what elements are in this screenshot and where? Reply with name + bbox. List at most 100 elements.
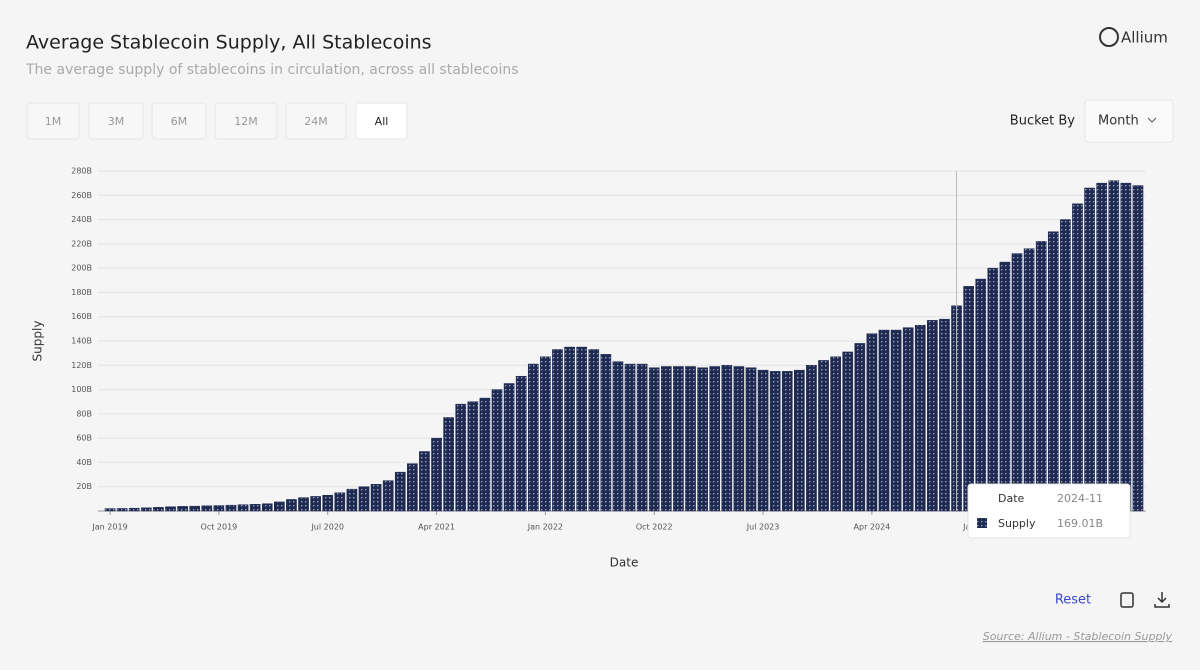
y-tick-label: 100B (71, 385, 92, 394)
bar (1011, 253, 1023, 512)
bar (818, 360, 829, 512)
bar (515, 375, 527, 512)
bar (564, 346, 575, 512)
tooltip-swatch (977, 518, 987, 528)
bar (830, 356, 841, 512)
bar (104, 508, 116, 512)
range-label[interactable]: 12M (234, 115, 258, 128)
y-tick-label: 280B (71, 167, 92, 176)
download-icon[interactable] (1154, 592, 1170, 608)
range-button[interactable] (214, 102, 278, 140)
range-label[interactable]: 6M (171, 115, 188, 128)
bar (600, 354, 612, 512)
bar (346, 488, 358, 512)
y-tick-label: 80B (76, 409, 92, 418)
bar (116, 508, 128, 512)
range-button[interactable] (285, 102, 347, 140)
bar (540, 356, 551, 512)
bar (201, 505, 213, 512)
bar (660, 366, 672, 512)
y-axis-label: Supply (31, 321, 45, 362)
reset-button[interactable]: Reset (1055, 593, 1091, 608)
bar (128, 507, 140, 512)
bar (213, 505, 225, 512)
bar (479, 397, 491, 512)
bar (189, 505, 201, 512)
range-button[interactable] (151, 102, 207, 140)
range-label[interactable]: 24M (304, 115, 328, 128)
bar (999, 261, 1011, 512)
bar (1047, 231, 1059, 512)
title: Average Stablecoin Supply, All Stablecoi… (26, 32, 432, 54)
y-tick-label: 180B (71, 288, 92, 297)
bar (1084, 187, 1095, 512)
range-button[interactable] (355, 102, 408, 140)
range-button[interactable] (88, 102, 144, 140)
bar (552, 349, 563, 512)
bar (237, 504, 249, 512)
bar (878, 329, 890, 512)
bar (527, 363, 539, 512)
bar (721, 365, 733, 512)
bar (455, 403, 467, 512)
y-tick-label: 240B (71, 215, 92, 224)
bar (806, 365, 817, 512)
brand-logo (1099, 27, 1119, 47)
bar (358, 486, 370, 512)
bar (1108, 180, 1120, 512)
bar (310, 496, 321, 512)
bar (322, 494, 334, 512)
bar (1035, 241, 1047, 512)
bar (709, 366, 721, 512)
bar (987, 267, 999, 512)
x-tick-label: Jan 2022 (527, 523, 563, 532)
bar (673, 366, 684, 512)
bar (914, 324, 926, 512)
bar (697, 367, 708, 512)
x-tick-label: Apr 2024 (854, 523, 891, 532)
tooltip-date-label: Date (998, 492, 1025, 505)
chevron (1147, 117, 1157, 123)
x-tick-label: Apr 2021 (418, 523, 455, 532)
bar (491, 389, 503, 512)
bar (249, 504, 261, 512)
bar (1060, 219, 1071, 512)
bar (153, 507, 164, 512)
range-label[interactable]: All (375, 115, 389, 128)
bar (286, 499, 297, 512)
tooltip-series: Supply (998, 517, 1036, 530)
bar (794, 369, 805, 512)
tooltip-date: 2024-11 (1057, 492, 1103, 505)
range-button[interactable] (26, 102, 80, 140)
bucket-value[interactable]: Month (1098, 114, 1139, 129)
bucket-label: Bucket By (1010, 114, 1076, 129)
subtitle: The average supply of stablecoins in cir… (25, 62, 519, 78)
bar (467, 401, 479, 512)
bucket-select[interactable] (1084, 99, 1174, 143)
bar (443, 417, 454, 512)
y-tick-label: 260B (71, 191, 92, 200)
bar (769, 371, 781, 512)
tooltip (967, 483, 1131, 539)
bar (225, 504, 237, 512)
bar (431, 437, 442, 512)
bar (902, 327, 914, 512)
bar (177, 506, 188, 512)
bar (842, 351, 854, 512)
bar (503, 383, 515, 512)
bar (975, 278, 987, 512)
copy-icon[interactable] (1120, 592, 1134, 608)
tooltip-value: 169.01B (1057, 517, 1103, 530)
bar (890, 329, 902, 512)
bar (685, 366, 696, 512)
range-label[interactable]: 1M (45, 115, 62, 128)
bar (394, 471, 406, 512)
x-tick-label: Jul 2023 (746, 523, 780, 532)
x-tick-label: Jul 2020 (310, 523, 344, 532)
x-tick-label: Oct 2022 (636, 523, 673, 532)
bar (1096, 182, 1108, 512)
y-tick-label: 60B (76, 434, 92, 443)
bar (165, 506, 176, 512)
range-label[interactable]: 3M (108, 115, 125, 128)
